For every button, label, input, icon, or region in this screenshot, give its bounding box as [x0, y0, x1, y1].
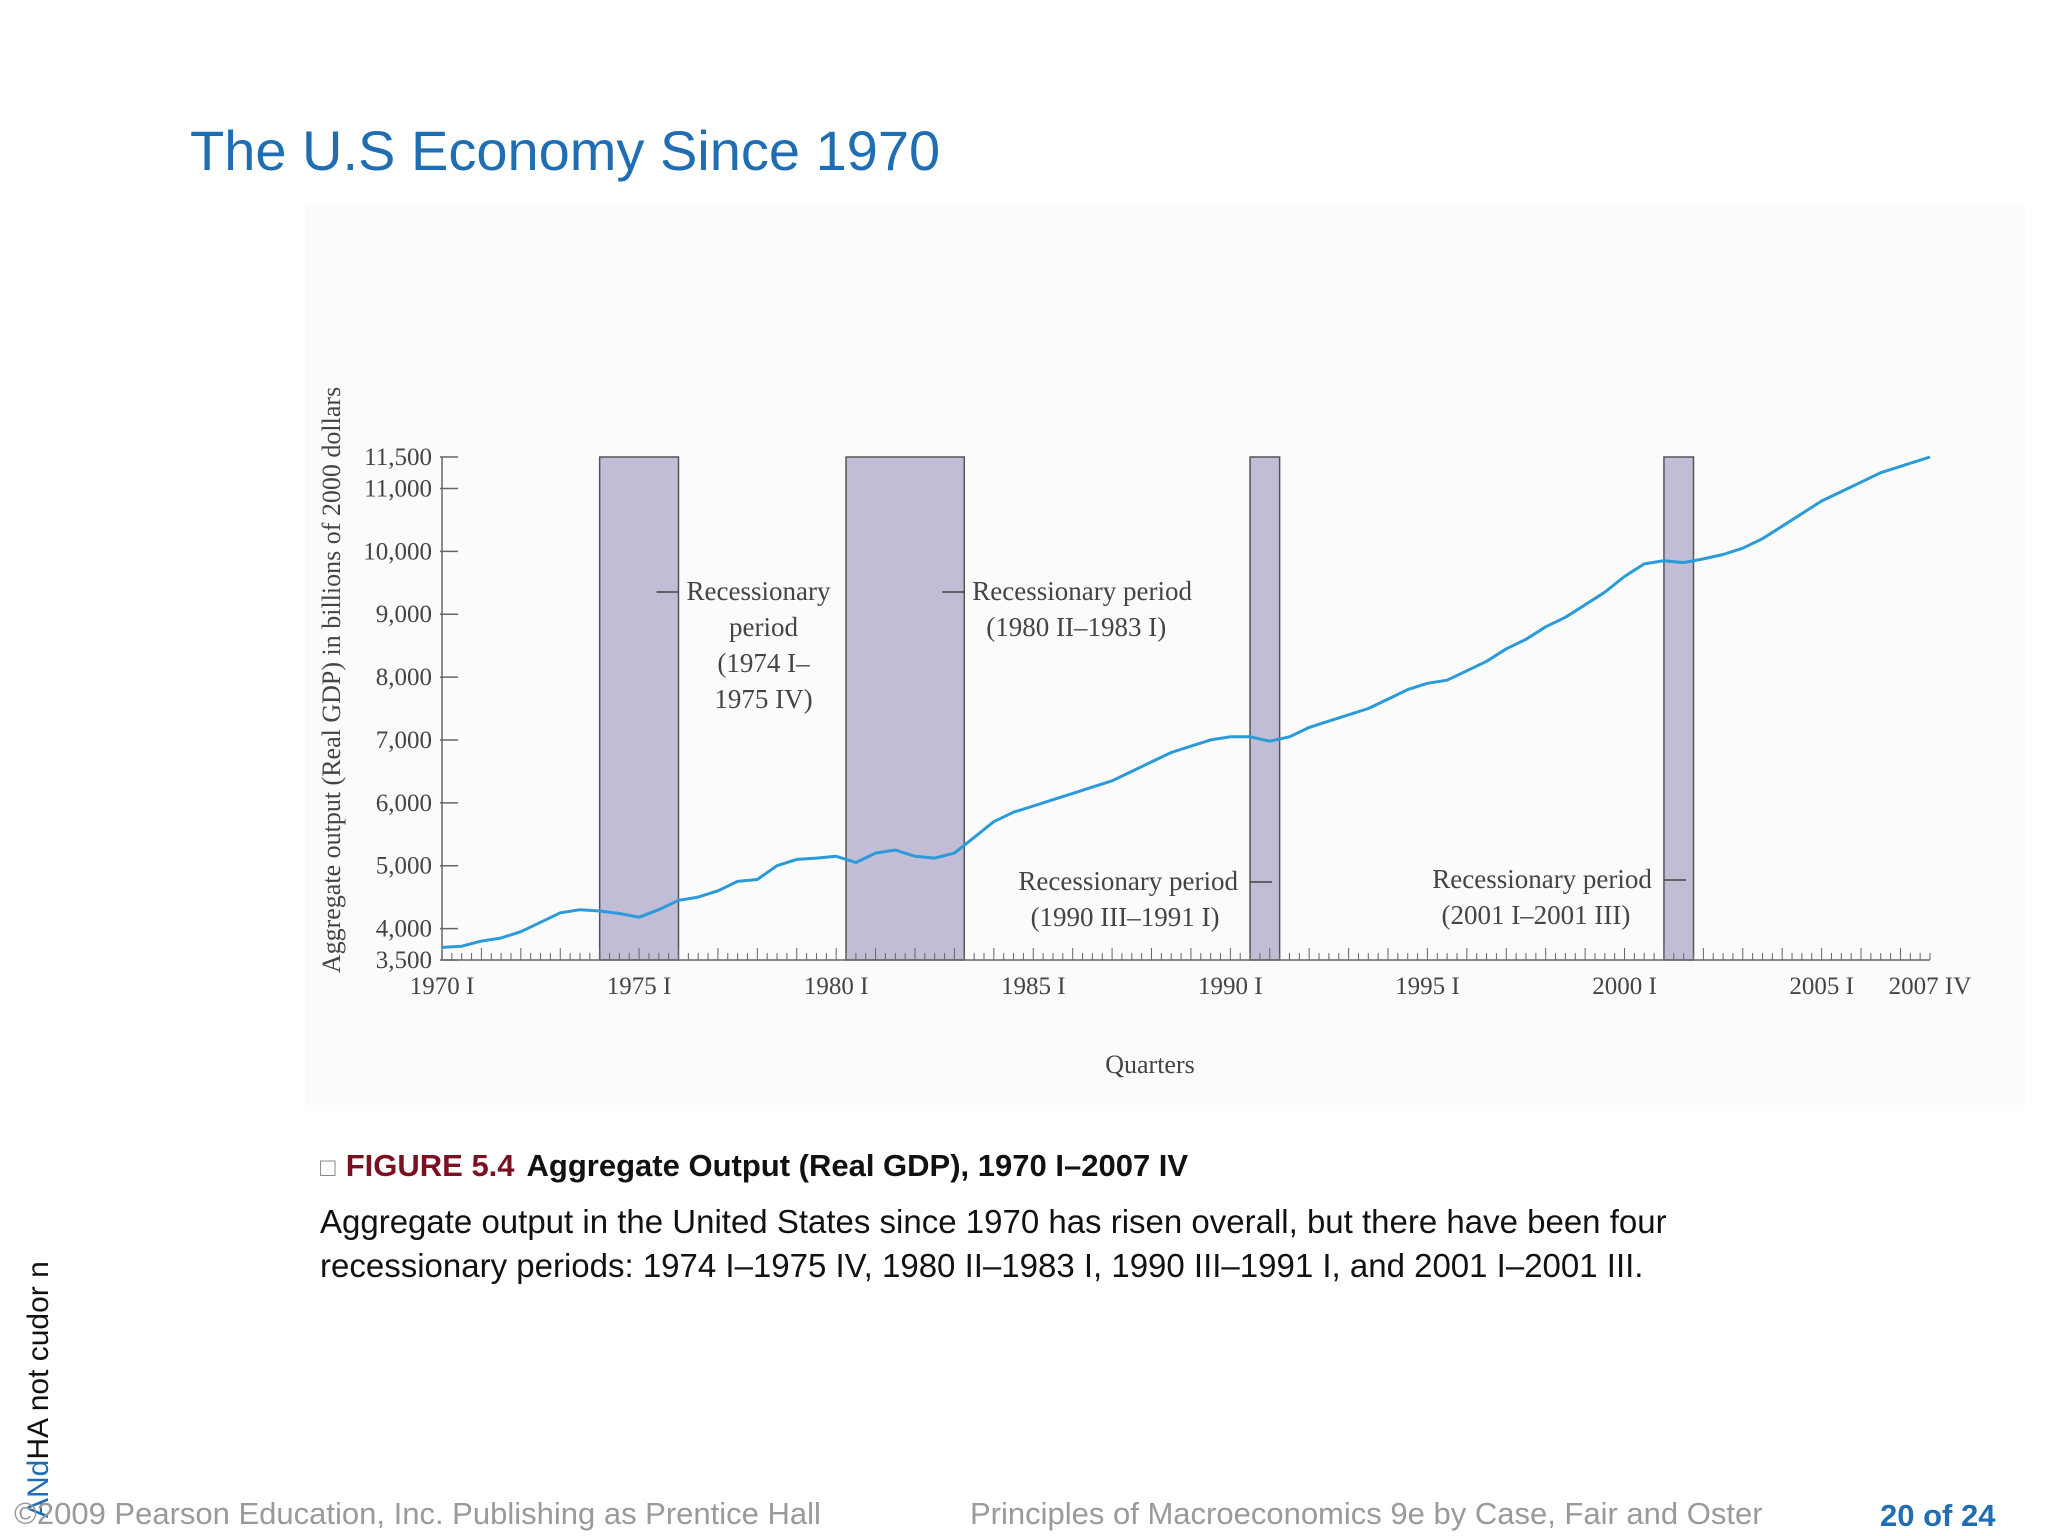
- x-ticks: 1970 I 1975 I 1980 I 1985 I 1990 I 1995 I 2000…: [410, 948, 1972, 1000]
- annotation-text-line: Recessionary: [687, 576, 831, 606]
- bullet-icon: □: [320, 1152, 336, 1182]
- recession-band-1: [598, 456, 680, 961]
- recession-annotation-4: Recessionary period (2001 I–2001 III): [1432, 864, 1686, 930]
- recession-annotation-3: Recessionary period (1990 III–1991 I): [1018, 866, 1273, 932]
- x-tick-label: 1975 I: [607, 973, 672, 1000]
- footer-copyright: ©2009 Pearson Education, Inc. Publishing…: [14, 1496, 821, 1531]
- caption-description: Aggregate output in the United States si…: [320, 1200, 1667, 1288]
- real-gdp-series-line: [441, 455, 1931, 949]
- x-axis-label: Quarters: [1105, 1050, 1195, 1079]
- side-vertical-text: ANdHA not cudor n: [22, 1261, 56, 1518]
- figure-panel: 3,500 4,000 5,000 6,000 7,000 8,000 9,000 10,00…: [305, 205, 2025, 1105]
- annotation-text-line: (1990 III–1991 I): [1031, 902, 1220, 932]
- x-tick-label: 1985 I: [1001, 973, 1066, 1000]
- y-tick-label: 6,000: [376, 790, 432, 817]
- x-tick-label: 2007 IV: [1889, 973, 1972, 1000]
- figure-caption: □ FIGURE 5.4 Aggregate Output (Real GDP), …: [320, 1148, 1188, 1184]
- annotation-text-line: (1980 II–1983 I): [986, 612, 1166, 642]
- y-ticks: 3,500 4,000 5,000 6,000 7,000 8,000 9,000 10,00…: [363, 444, 458, 974]
- recession-annotation-2: Recessionary period (1980 II–1983 I): [942, 576, 1192, 642]
- annotation-text-line: Recessionary period: [1432, 864, 1652, 894]
- caption-line-2: recessionary periods: 1974 I–1975 IV, 19…: [320, 1247, 1644, 1284]
- annotation-text-line: (1974 I–: [717, 648, 810, 678]
- recession-bands: [598, 456, 1695, 961]
- y-axis-label: Aggregate output (Real GDP) in billions …: [317, 387, 346, 973]
- side-text-black: HA not cudor n: [22, 1261, 55, 1460]
- recession-band-3: [1249, 456, 1281, 961]
- page-number: 20 of 24: [1880, 1498, 1996, 1533]
- gdp-line-chart: 3,500 4,000 5,000 6,000 7,000 8,000 9,000 10,00…: [317, 387, 1972, 1079]
- annotation-text-line: Recessionary period: [972, 576, 1192, 606]
- recession-band-2: [845, 456, 966, 961]
- recession-band-4: [1663, 456, 1695, 961]
- caption-line-1: Aggregate output in the United States si…: [320, 1203, 1667, 1240]
- x-tick-label: 2005 I: [1789, 973, 1854, 1000]
- y-tick-label: 8,000: [376, 664, 432, 691]
- x-tick-label: 1990 I: [1198, 973, 1263, 1000]
- x-tick-label: 1995 I: [1395, 973, 1460, 1000]
- y-tick-label: 7,000: [376, 727, 432, 754]
- figure-title: Aggregate Output (Real GDP), 1970 I–2007…: [526, 1148, 1189, 1183]
- y-tick-label: 11,000: [364, 475, 432, 502]
- x-tick-label: 2000 I: [1592, 973, 1657, 1000]
- y-tick-label: 9,000: [376, 601, 432, 628]
- annotation-text-line: Recessionary period: [1018, 866, 1238, 896]
- recession-annotation-1: Recessionary period (1974 I– 1975 IV): [656, 576, 831, 714]
- y-tick-label: 11,500: [364, 444, 432, 471]
- x-tick-label: 1980 I: [804, 973, 869, 1000]
- annotation-text-line: period: [729, 612, 798, 642]
- slide-title: The U.S Economy Since 1970: [190, 119, 941, 182]
- figure-number: FIGURE 5.4: [345, 1148, 515, 1183]
- y-tick-label: 5,000: [376, 853, 432, 880]
- y-tick-label: 3,500: [376, 947, 432, 974]
- footer-book-title: Principles of Macroeconomics 9e by Case,…: [970, 1496, 1763, 1531]
- annotation-text-line: 1975 IV): [714, 684, 812, 714]
- y-tick-label: 10,000: [363, 538, 432, 565]
- annotation-text-line: (2001 I–2001 III): [1441, 900, 1630, 930]
- x-tick-label: 1970 I: [410, 973, 475, 1000]
- y-tick-label: 4,000: [376, 916, 432, 943]
- axes: [441, 457, 1930, 961]
